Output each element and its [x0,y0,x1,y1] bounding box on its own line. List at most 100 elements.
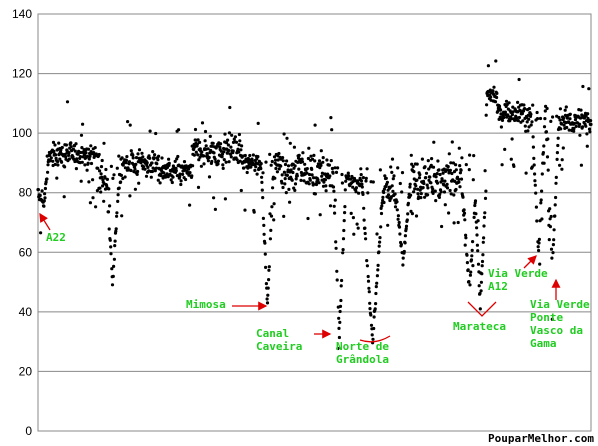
annotation-arrows [39,212,561,343]
data-point [251,153,255,157]
data-point [548,225,553,229]
data-point [327,163,331,167]
data-point [510,113,514,117]
data-point [155,162,159,166]
data-point [535,117,540,121]
data-point [88,154,92,158]
data-point [546,168,550,172]
data-point [535,110,539,115]
data-point [56,160,60,164]
data-point [216,162,220,166]
data-point [325,158,329,162]
data-point [556,143,560,148]
annotation-label: Via Verde Ponte Vasco da Gama [530,298,590,350]
data-point [530,165,534,169]
data-point [202,154,206,158]
data-point [272,218,276,222]
data-point [69,145,73,149]
data-point [558,163,562,167]
data-point [523,107,527,111]
data-point [359,173,363,177]
data-point [578,122,582,126]
data-point [154,131,158,136]
data-point [341,237,346,241]
data-point [549,119,553,123]
data-point [463,218,467,222]
data-point [332,189,336,193]
data-point [109,252,113,256]
data-point [406,212,410,216]
data-point [479,280,483,284]
data-point [443,203,447,207]
data-point [114,229,118,233]
data-point [377,244,381,248]
data-point [69,141,73,145]
data-point [51,159,55,163]
data-point [589,122,593,126]
data-point [482,224,486,228]
data-point [148,129,152,133]
annotation-bracket [359,335,391,343]
data-point [551,115,555,119]
data-point [414,214,419,218]
data-point [435,172,439,176]
data-point [313,192,317,196]
data-point [337,326,341,330]
data-point [468,283,472,287]
data-point [410,212,414,216]
data-point [468,153,472,157]
data-point [362,206,366,210]
data-point [264,160,268,164]
data-point [115,214,119,218]
data-point [471,178,475,182]
data-point [264,265,268,269]
data-point [337,335,341,340]
data-point [120,214,124,218]
data-point [382,200,386,205]
data-point [458,171,462,175]
data-point [167,157,171,161]
data-point [558,107,563,111]
data-point [270,205,274,209]
data-point [67,153,71,157]
data-point [334,170,339,174]
data-point [79,179,83,183]
data-point [293,188,297,192]
data-point [503,110,507,114]
data-point [377,250,381,254]
data-point [588,130,592,134]
data-point [80,146,84,150]
data-point [260,180,264,184]
data-point [280,181,284,185]
data-point [351,216,355,220]
data-point [174,169,178,173]
data-point [219,149,223,153]
data-point [369,323,374,327]
data-point [545,155,550,159]
data-point [517,115,522,120]
data-point [299,170,303,175]
data-point [46,170,50,174]
data-point [96,166,100,170]
data-point [195,142,199,146]
data-point [540,189,544,193]
data-point [454,187,458,192]
data-point [389,165,393,169]
data-point [129,149,133,153]
data-point [554,175,558,179]
data-point [55,176,59,180]
data-point [79,150,83,155]
data-point [194,150,198,154]
data-point [457,180,461,184]
data-point [364,176,368,180]
data-point [316,178,320,182]
data-point [371,337,375,341]
data-point [307,172,312,177]
data-point [559,122,564,126]
data-point [283,182,287,186]
annotation-label: A22 [46,231,66,244]
data-point [252,210,256,214]
data-point [437,168,441,172]
data-point [493,100,498,104]
data-point [460,156,464,160]
